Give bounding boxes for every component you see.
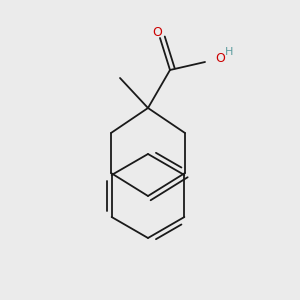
Text: O: O [215,52,225,64]
Text: H: H [225,47,233,57]
Text: O: O [152,26,162,38]
